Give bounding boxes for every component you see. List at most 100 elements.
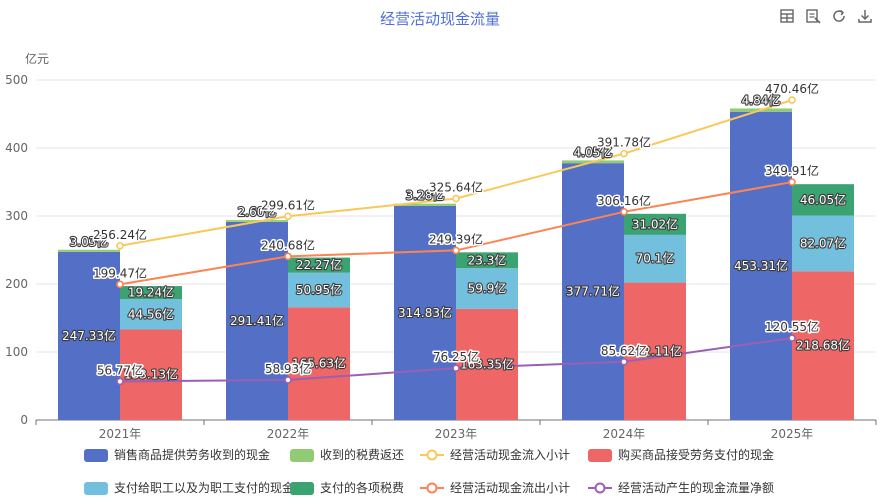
line-point[interactable] [788, 334, 796, 342]
line-point[interactable] [620, 149, 628, 158]
bar-value-label: 202.11亿 [628, 343, 682, 358]
line-value-label: 240.68亿 [261, 237, 315, 252]
download-icon[interactable] [855, 6, 875, 26]
legend-swatch-marker [594, 482, 606, 494]
bar-segment[interactable] [730, 111, 792, 420]
legend-swatch-marker [426, 449, 438, 461]
bar-segment[interactable] [624, 234, 686, 283]
x-tick-label: 2022年 [267, 427, 310, 441]
bar-segment[interactable] [226, 221, 288, 420]
line-point[interactable] [788, 96, 796, 104]
chart-title: 经营活动现金流量 [380, 10, 500, 28]
legend-item[interactable]: 销售商品提供劳务收到的现金 [84, 447, 270, 462]
legend-label: 支付的各项税费 [320, 480, 404, 495]
bar-value-label: 4.05亿 [574, 144, 613, 159]
bar-value-label: 19.24亿 [128, 285, 174, 300]
legend-label: 销售商品提供劳务收到的现金 [114, 447, 270, 462]
bar-segment[interactable] [58, 249, 120, 252]
bar-value-label: 218.68亿 [796, 338, 850, 353]
line-point[interactable] [620, 208, 628, 216]
x-axis-ticks: 2021年 2022年 2023年 2024年 2025年 [35, 420, 877, 441]
bar-segment[interactable] [288, 272, 350, 308]
bar-segment[interactable] [456, 268, 518, 309]
legend-swatch [84, 482, 108, 495]
legend-item[interactable]: 支付的各项税费 [290, 480, 404, 495]
bar-value-label: 23.3亿 [468, 252, 507, 267]
refresh-icon[interactable] [829, 6, 849, 26]
y-tick-label: 400 [5, 141, 28, 155]
bar-segment[interactable] [456, 252, 518, 269]
bar-value-label: 314.83亿 [398, 305, 452, 320]
bar-segment[interactable] [120, 299, 182, 330]
line-point[interactable] [788, 178, 796, 186]
line-point[interactable] [452, 364, 460, 372]
bar-value-label: 247.33亿 [62, 328, 116, 343]
line-point[interactable] [116, 280, 124, 289]
line-value-label: 299.61亿 [261, 197, 315, 212]
y-tick-label: 100 [5, 345, 28, 359]
legend-item[interactable]: 经营活动现金流入小计 [420, 447, 570, 462]
bar-value-label: 3.28亿 [406, 188, 445, 203]
legend-item[interactable]: 收到的税费返还 [290, 447, 404, 462]
bar-segment[interactable] [456, 308, 518, 420]
y-tick-label: 300 [5, 209, 28, 223]
bar-segment[interactable] [624, 282, 686, 420]
bar-segment[interactable] [288, 307, 350, 420]
line-point[interactable] [284, 376, 292, 384]
legend-swatch [290, 482, 314, 495]
line-value-label: 325.64亿 [429, 180, 483, 195]
line-point[interactable] [452, 194, 460, 203]
x-tick-label: 2024年 [603, 427, 646, 441]
bar-segment[interactable] [792, 271, 854, 420]
line-point[interactable] [284, 212, 292, 221]
legend-item[interactable]: 经营活动产生的现金流量净额 [588, 480, 774, 495]
line-point[interactable] [284, 252, 292, 261]
legend-item[interactable]: 经营活动现金流出小计 [420, 480, 570, 495]
line-point[interactable] [452, 246, 460, 255]
bar-value-label: 2.60亿 [238, 204, 277, 219]
line-point[interactable] [620, 357, 628, 366]
line-point[interactable] [116, 241, 124, 250]
bar-segment[interactable] [394, 203, 456, 206]
restore-edit-icon[interactable] [803, 6, 823, 26]
legend-label: 经营活动现金流入小计 [450, 447, 570, 462]
bar-segment[interactable] [120, 286, 182, 300]
line-value-label: 470.46亿 [765, 81, 819, 96]
legend-swatch-marker [426, 482, 438, 494]
x-tick-label: 2025年 [771, 427, 814, 441]
data-labels: 247.33亿 3.03亿 291.41亿 2.60亿 314.83亿 3.28亿 377.… [61, 80, 851, 383]
legend-item[interactable]: 支付给职工以及为职工支付的现金 [84, 480, 294, 495]
bar-segment[interactable] [120, 329, 182, 420]
bar-value-label: 50.95亿 [296, 282, 342, 297]
legend-swatch [290, 449, 314, 462]
line-point[interactable] [116, 377, 124, 386]
line-value-label: 58.93亿 [265, 361, 311, 376]
bar-segment[interactable] [394, 205, 456, 420]
legend[interactable]: 销售商品提供劳务收到的现金 收到的税费返还 经营活动现金流入小计 购买商品接受劳务支付… [84, 447, 774, 495]
bar-segment[interactable] [792, 184, 854, 216]
legend-swatch [588, 449, 612, 462]
bar-value-label: 82.07亿 [800, 235, 846, 250]
y-tick-label: 200 [5, 277, 28, 291]
bar-value-label: 291.41亿 [230, 313, 284, 328]
data-view-icon[interactable] [777, 6, 797, 26]
line-value-label: 391.78亿 [597, 135, 651, 150]
legend-item[interactable]: 购买商品接受劳务支付的现金 [588, 447, 774, 462]
line-series [116, 96, 796, 386]
bar-segment[interactable] [792, 215, 854, 272]
y-axis-ticks: 0 100 200 300 400 500 [5, 73, 28, 427]
line-value-label: 199.47亿 [93, 265, 147, 280]
line-value-label: 120.55亿 [765, 319, 819, 334]
bar-value-label: 31.02亿 [632, 216, 678, 231]
legend-label: 经营活动现金流出小计 [450, 480, 570, 495]
bar-segment[interactable] [624, 213, 686, 235]
bar-segment[interactable] [562, 163, 624, 420]
bar-value-label: 70.1亿 [636, 251, 675, 266]
y-tick-label: 500 [5, 73, 28, 87]
legend-label: 购买商品接受劳务支付的现金 [618, 447, 774, 462]
bar-segment[interactable] [58, 251, 120, 420]
bar-segment[interactable] [288, 257, 350, 273]
bar-value-label: 3.03亿 [70, 234, 109, 249]
bar-value-label: 44.56亿 [128, 306, 174, 321]
